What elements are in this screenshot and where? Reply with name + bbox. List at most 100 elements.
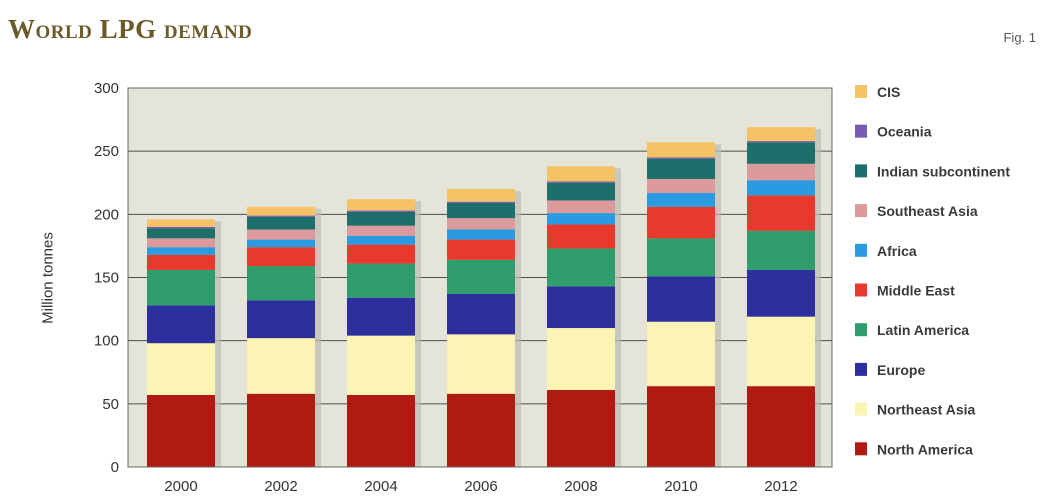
bar-segment (647, 178, 715, 193)
bar-segment (247, 300, 315, 339)
bar-segment (247, 206, 315, 216)
bar-segment (247, 229, 315, 240)
bar-segment (147, 228, 215, 239)
y-tick-label: 100 (94, 333, 119, 350)
bar-segment (147, 394, 215, 467)
bar-segment (647, 238, 715, 277)
bar-segment (347, 394, 415, 467)
bar-segment (547, 182, 615, 201)
bar-segment (547, 389, 615, 467)
legend-label: CIS (877, 84, 900, 100)
legend-swatch (855, 85, 867, 98)
bar-segment (747, 230, 815, 270)
bar-segment (447, 201, 515, 203)
chart-title: World LPG demand (8, 14, 253, 44)
y-tick-label: 200 (94, 206, 119, 223)
bar-segment (647, 206, 715, 239)
axes: 0 50 100 150 200 250 300 2000 2002 2004 2006 2008 20… (94, 80, 833, 495)
plot-frame (127, 87, 833, 468)
bar-segment (447, 229, 515, 240)
bar-segment (347, 244, 415, 264)
bar-segment (347, 210, 415, 212)
bar-segment (347, 335, 415, 395)
bar-segment (347, 263, 415, 298)
bar-segment (647, 321, 715, 387)
legend-label: Africa (877, 243, 917, 259)
legend-swatch (855, 442, 867, 456)
figure-label: Fig. 1 (1003, 30, 1036, 45)
x-tick-label: 2008 (564, 478, 597, 495)
bar-segment (747, 316, 815, 387)
bar-segment (647, 157, 715, 159)
y-tick-label: 300 (94, 80, 119, 97)
bar-segment (247, 393, 315, 467)
bar-segment (747, 163, 815, 181)
legend-label: North America (877, 441, 973, 457)
bar-segment (247, 216, 315, 230)
legend: CIS Oceania Indian subcontinent Southeast A… (855, 84, 1010, 457)
y-tick-label: 150 (94, 270, 119, 287)
bar-segment (747, 180, 815, 196)
bar-segment (447, 202, 515, 219)
x-tick-label: 2010 (664, 478, 697, 495)
bar-segment (147, 226, 215, 229)
bar-segment (447, 334, 515, 394)
bar-segment (247, 247, 315, 267)
legend-swatch (855, 243, 867, 257)
legend-swatch (855, 283, 867, 297)
x-tick-label: 2012 (764, 478, 797, 495)
bar-segment (747, 141, 815, 143)
legend-label: Northeast Asia (877, 402, 976, 418)
legend-label: Latin America (877, 322, 969, 338)
bar-segment (647, 158, 715, 179)
bars (147, 127, 821, 468)
legend-label: Southeast Asia (877, 203, 978, 219)
bar-segment (647, 192, 715, 207)
bar-segment (347, 199, 415, 211)
bar-segment (447, 239, 515, 260)
bar-segment (447, 218, 515, 230)
bar-segment (447, 393, 515, 467)
bar-segment (347, 211, 415, 226)
bar-segment (747, 142, 815, 164)
legend-swatch (855, 362, 867, 376)
x-tick-label: 2000 (164, 478, 197, 495)
bar-segment (347, 297, 415, 336)
y-tick-label: 50 (102, 396, 119, 413)
bar-segment (747, 195, 815, 231)
bar-segment (147, 219, 215, 227)
bar-segment (747, 127, 815, 142)
bar-segment (147, 247, 215, 255)
bar-segment (147, 269, 215, 306)
legend-label: Oceania (877, 124, 932, 140)
bar-segment (247, 215, 315, 217)
x-tick-label: 2002 (264, 478, 297, 495)
x-tick-label: 2006 (464, 478, 497, 495)
bar-segment (547, 213, 615, 225)
bar-segment (147, 238, 215, 248)
legend-swatch (855, 323, 867, 337)
bar-segment (547, 181, 615, 183)
bar-segment (147, 254, 215, 270)
y-tick-label: 0 (111, 459, 119, 476)
bar-segment (747, 386, 815, 467)
bar-segment (347, 225, 415, 236)
legend-swatch (855, 164, 867, 178)
bar-segment (647, 142, 715, 158)
legend-swatch (855, 124, 867, 138)
bar-segment (547, 166, 615, 182)
bar-segment (247, 338, 315, 394)
bar-segment (547, 248, 615, 287)
y-tick-label: 250 (94, 143, 119, 160)
bar-segment (447, 259, 515, 294)
bar-segment (547, 328, 615, 390)
bar-segment (747, 269, 815, 317)
bar-segment (147, 305, 215, 344)
bar-segment (347, 235, 415, 245)
bar-segment (547, 224, 615, 249)
bar-segment (447, 189, 515, 202)
legend-label: Middle East (877, 283, 955, 299)
legend-label: Indian subcontinent (877, 163, 1010, 179)
bar-segment (247, 266, 315, 301)
